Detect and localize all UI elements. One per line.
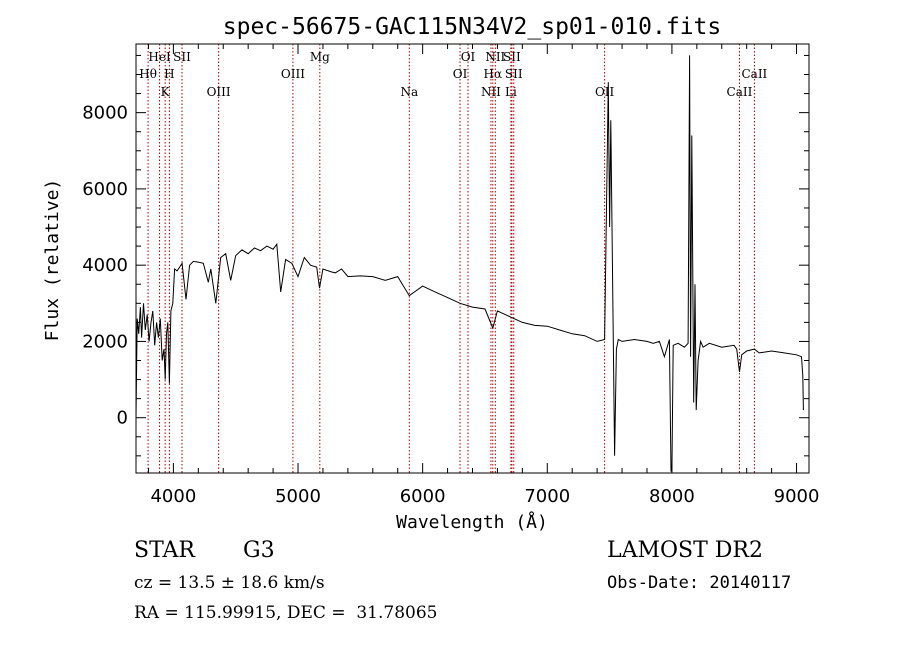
y-tick-label: 2000 bbox=[82, 331, 128, 352]
x-tick-label: 6000 bbox=[400, 486, 446, 507]
y-axis-label: Flux (relative) bbox=[42, 179, 63, 342]
plot-frame bbox=[135, 43, 810, 474]
x-axis: 4000 5000 6000 7000 8000 9000 bbox=[147, 44, 820, 507]
marker-label: NII bbox=[481, 85, 501, 99]
spectrum-series bbox=[135, 55, 804, 472]
x-tick-label: 7000 bbox=[524, 486, 570, 507]
object-type: STAR bbox=[134, 538, 195, 563]
chart-title: spec-56675-GAC115N34V2_sp01-010.fits bbox=[223, 14, 722, 40]
marker-label: OII bbox=[595, 85, 615, 99]
observation-date: Obs-Date: 20140117 bbox=[607, 573, 792, 593]
marker-label: CaII bbox=[727, 85, 753, 99]
marker-label: OI bbox=[453, 67, 468, 81]
redshift-velocity: cz = 13.5 ± 18.6 km/s bbox=[134, 573, 325, 593]
y-tick-label: 4000 bbox=[82, 255, 128, 276]
y-tick-label: 0 bbox=[117, 408, 128, 429]
x-tick-label: 5000 bbox=[275, 486, 321, 507]
marker-label: SII bbox=[503, 50, 521, 64]
marker-label: Na bbox=[400, 85, 418, 99]
marker-label: H bbox=[164, 67, 174, 81]
y-tick-label: 8000 bbox=[82, 103, 128, 124]
marker-label: Hθ bbox=[139, 67, 157, 81]
survey-name: LAMOST DR2 bbox=[607, 538, 763, 563]
marker-label: Mg bbox=[310, 50, 330, 64]
spectrum-line bbox=[135, 55, 804, 472]
marker-label: HeI bbox=[148, 50, 171, 64]
x-tick-label: 8000 bbox=[649, 486, 695, 507]
object-subclass: G3 bbox=[243, 538, 275, 563]
marker-label: SII bbox=[173, 50, 191, 64]
marker-label: OIII bbox=[207, 85, 231, 99]
marker-label: NII bbox=[485, 50, 505, 64]
x-axis-label: Wavelength (Å) bbox=[396, 511, 548, 533]
marker-label: OI bbox=[461, 50, 476, 64]
coordinates: RA = 115.99915, DEC = 31.78065 bbox=[134, 603, 438, 623]
y-tick-label: 6000 bbox=[82, 179, 128, 200]
marker-label: Hα bbox=[484, 67, 503, 81]
marker-label: Li bbox=[505, 85, 517, 99]
marker-label: K bbox=[161, 85, 171, 99]
y-axis: 0 2000 4000 6000 8000 bbox=[82, 54, 809, 457]
x-tick-label: 4000 bbox=[150, 486, 196, 507]
marker-label: SII bbox=[505, 67, 523, 81]
marker-label: CaII bbox=[741, 67, 767, 81]
marker-label: OIII bbox=[281, 67, 305, 81]
x-tick-label: 9000 bbox=[774, 486, 820, 507]
line-markers: HθHeIKHSIIOIIIOIIIMgNaOIOINIIHαNIISIILiS… bbox=[139, 44, 768, 473]
